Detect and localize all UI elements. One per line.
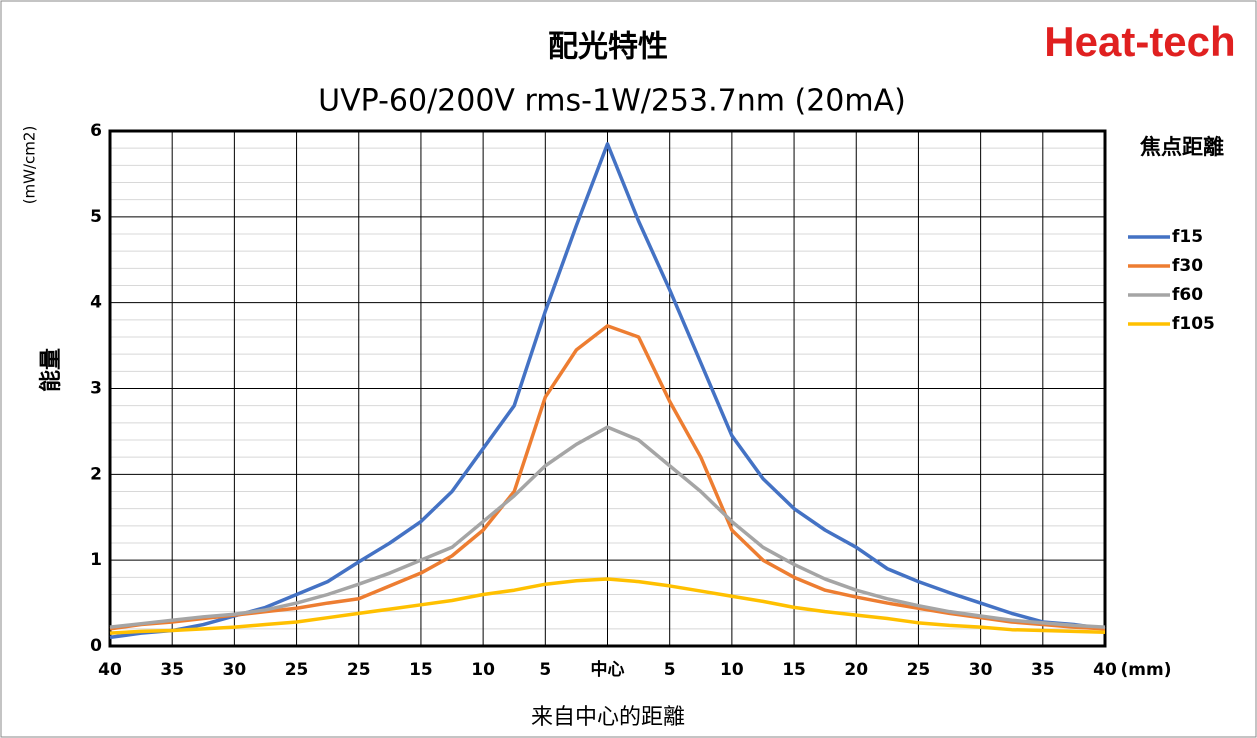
y-axis-unit: (mW/cm2) bbox=[21, 126, 39, 205]
x-axis-label: 来自中心的距離 bbox=[531, 705, 685, 730]
brand: Heat-tech bbox=[1044, 18, 1235, 65]
x-tick-label: 30 bbox=[223, 660, 247, 680]
x-tick-label: 15 bbox=[409, 660, 433, 680]
legend-label: f30 bbox=[1172, 256, 1203, 276]
x-tick-label: 25 bbox=[285, 660, 309, 680]
y-tick-label: 4 bbox=[90, 293, 102, 313]
y-tick-label: 2 bbox=[90, 464, 102, 484]
legend-label: f15 bbox=[1172, 227, 1203, 247]
y-tick-label: 5 bbox=[90, 207, 102, 227]
line-series bbox=[109, 577, 1106, 635]
x-tick-label: 40 bbox=[1093, 660, 1117, 680]
x-tick-label: 35 bbox=[160, 660, 184, 680]
y-tick-label: 3 bbox=[90, 379, 102, 399]
x-tick-label: 10 bbox=[720, 660, 744, 680]
x-tick-label: 40 bbox=[98, 660, 122, 680]
y-tick-label: 1 bbox=[90, 550, 102, 570]
x-tick-label: 30 bbox=[969, 660, 993, 680]
chart-title: 配光特性 bbox=[548, 30, 668, 65]
x-tick-label: 35 bbox=[1031, 660, 1055, 680]
chart-subtitle: UVP-60/200V rms-1W/253.7nm (20mA) bbox=[318, 84, 906, 119]
legend-label: f60 bbox=[1172, 285, 1203, 305]
line-series bbox=[109, 425, 1106, 629]
x-axis-unit: (mm) bbox=[1121, 660, 1172, 680]
x-tick-label: 中心 bbox=[591, 659, 625, 680]
line-series bbox=[109, 142, 1106, 640]
x-tick-label: 25 bbox=[347, 660, 371, 680]
y-tick-label: 6 bbox=[90, 121, 102, 141]
x-tick-label: 25 bbox=[907, 660, 931, 680]
x-tick-label: 5 bbox=[664, 660, 676, 680]
plot-border bbox=[108, 129, 1107, 648]
y-tick-label: 0 bbox=[90, 636, 102, 656]
line-series bbox=[109, 324, 1106, 631]
legend-label: f105 bbox=[1172, 314, 1215, 334]
legend-title: 焦点距離 bbox=[1139, 135, 1224, 159]
y-axis-label: 能量 bbox=[38, 348, 64, 392]
x-tick-label: 5 bbox=[539, 660, 551, 680]
x-tick-label: 15 bbox=[782, 660, 806, 680]
x-tick-label: 10 bbox=[471, 660, 495, 680]
x-tick-label: 20 bbox=[844, 660, 868, 680]
